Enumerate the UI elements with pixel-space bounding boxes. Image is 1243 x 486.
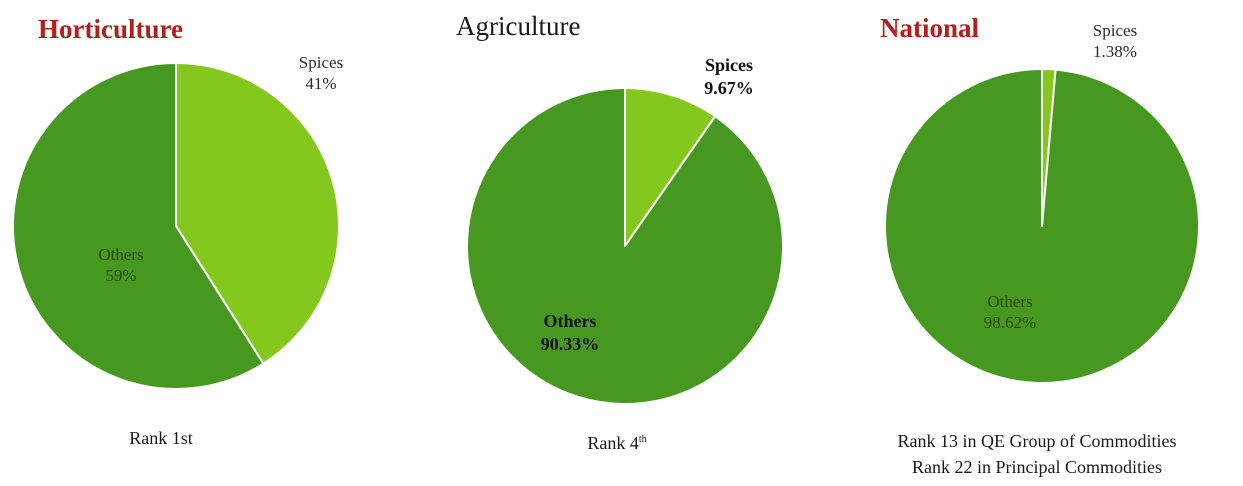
- horticulture-others-slice: [12, 62, 265, 390]
- horticulture-spices-value: 41%: [305, 74, 337, 94]
- agriculture-others-value: 90.33%: [540, 333, 600, 354]
- agriculture-spices-label: Spices 9.67%: [682, 54, 776, 99]
- national-others-label: Others 98.62%: [955, 291, 1065, 334]
- agriculture-chart-title: Agriculture: [456, 11, 581, 41]
- agriculture-others-name: Others: [543, 311, 597, 331]
- horticulture-others-value: 59%: [105, 266, 137, 286]
- agriculture-rank-text: Rank 4: [587, 433, 639, 453]
- agriculture-spices-value: 9.67%: [704, 77, 754, 98]
- national-spices-name: Spices: [1092, 21, 1138, 40]
- agriculture-spices-slice: [624, 87, 717, 247]
- national-rank-caption: Rank 13 in QE Group of Commodities Rank …: [832, 428, 1242, 480]
- horticulture-rank-caption: Rank 1st: [129, 428, 193, 448]
- national-chart-title: National: [880, 13, 980, 43]
- agriculture-rank-caption: Rank 4th: [556, 430, 678, 456]
- horticulture-others-label: Others 59%: [76, 244, 166, 287]
- national-rank-line-2: Rank 22 in Principal Commodities: [912, 457, 1162, 478]
- agriculture-others-label: Others 90.33%: [520, 310, 620, 355]
- horticulture-others-name: Others: [98, 245, 144, 264]
- agriculture-spices-name: Spices: [704, 55, 753, 75]
- national-others-slice: [884, 68, 1200, 384]
- agriculture-rank-suffix: th: [638, 434, 647, 445]
- horticulture-spices-label: Spices 41%: [278, 52, 364, 95]
- national-spices-value: 1.38%: [1093, 42, 1137, 62]
- national-spices-label: Spices 1.38%: [1072, 20, 1158, 63]
- national-others-name: Others: [987, 292, 1033, 311]
- national-rank-line-1: Rank 13 in QE Group of Commodities: [897, 431, 1177, 451]
- horticulture-spices-name: Spices: [298, 53, 344, 72]
- national-others-value: 98.62%: [983, 313, 1037, 333]
- horticulture-chart-title: Horticulture: [38, 14, 183, 44]
- agriculture-others-slice: [466, 87, 784, 405]
